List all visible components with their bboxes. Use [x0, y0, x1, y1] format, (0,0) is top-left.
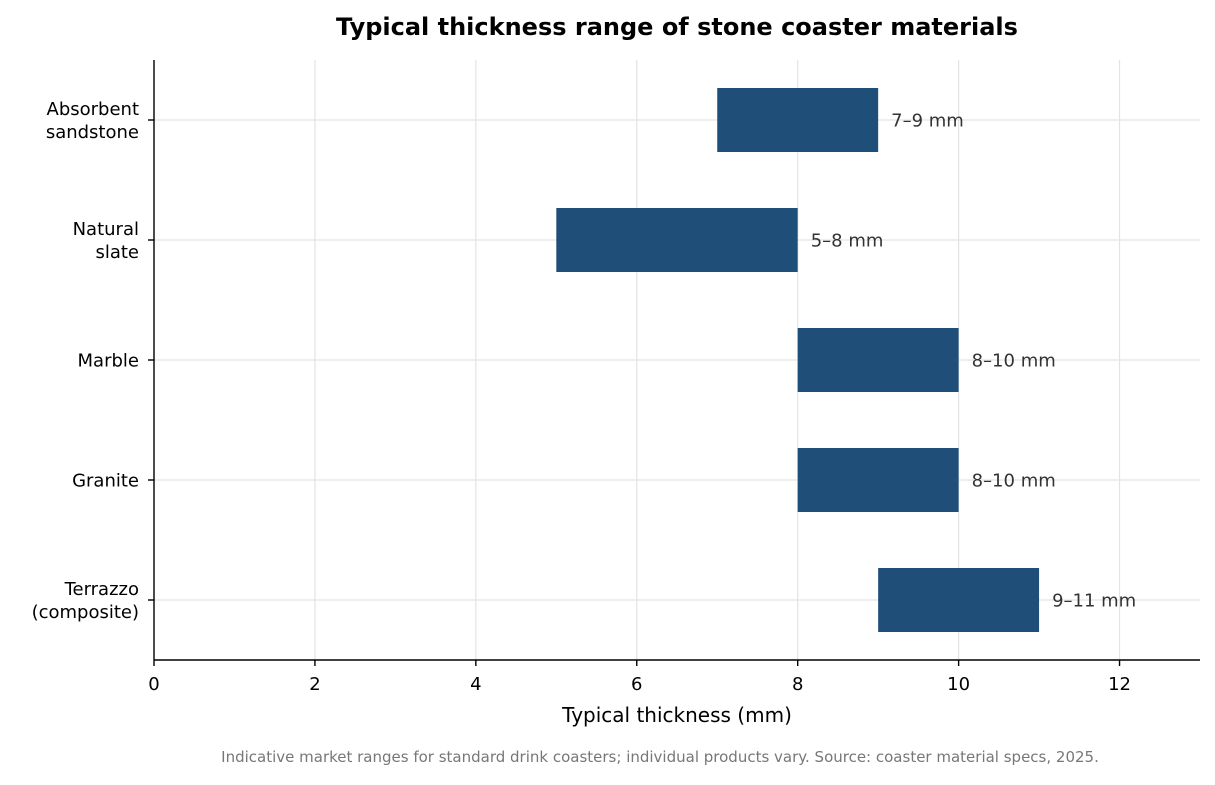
y-category-label: Granite — [72, 471, 139, 492]
y-category-label-line: (composite) — [32, 602, 139, 623]
label-layer: 7–9 mm 5–8 mm 8–10 mm 8–10 mm 9–11 mm 0 2 4 6 8 10… — [32, 99, 1137, 695]
bar-value-label: 8–10 mm — [972, 471, 1056, 492]
x-axis-label: Typical thickness (mm) — [561, 703, 792, 727]
range-bar — [797, 328, 959, 392]
y-category-label: Terrazzo (composite) — [32, 579, 139, 623]
y-category-label-line: slate — [95, 242, 139, 263]
y-category-label: Natural slate — [73, 219, 139, 263]
y-category-label-line: Granite — [72, 471, 139, 492]
x-tick-label: 2 — [309, 674, 320, 695]
range-bar — [878, 568, 1040, 632]
y-category-label-line: Terrazzo — [64, 579, 139, 600]
y-category-label: Absorbent sandstone — [46, 99, 139, 143]
range-bar — [717, 88, 879, 152]
x-tick-label: 0 — [148, 674, 159, 695]
bar-value-label: 9–11 mm — [1052, 591, 1136, 612]
bar-layer — [556, 88, 1040, 632]
chart-title: Typical thickness range of stone coaster… — [336, 13, 1018, 41]
y-category-label-line: Marble — [78, 351, 139, 372]
y-category-label-line: sandstone — [46, 122, 139, 143]
bar-value-label: 5–8 mm — [811, 231, 884, 252]
x-tick-label: 4 — [470, 674, 481, 695]
x-tick-label: 12 — [1108, 674, 1131, 695]
y-category-label: Marble — [78, 351, 139, 372]
x-tick-label: 8 — [792, 674, 803, 695]
range-bar — [797, 448, 959, 512]
x-tick-label: 6 — [631, 674, 642, 695]
bar-value-label: 7–9 mm — [891, 111, 964, 132]
range-bar — [556, 208, 798, 272]
x-tick-label: 10 — [947, 674, 970, 695]
bar-value-label: 8–10 mm — [972, 351, 1056, 372]
chart-caption: Indicative market ranges for standard dr… — [221, 748, 1099, 766]
y-category-label-line: Absorbent — [47, 99, 140, 120]
y-category-label-line: Natural — [73, 219, 139, 240]
axis-layer — [148, 60, 1200, 666]
